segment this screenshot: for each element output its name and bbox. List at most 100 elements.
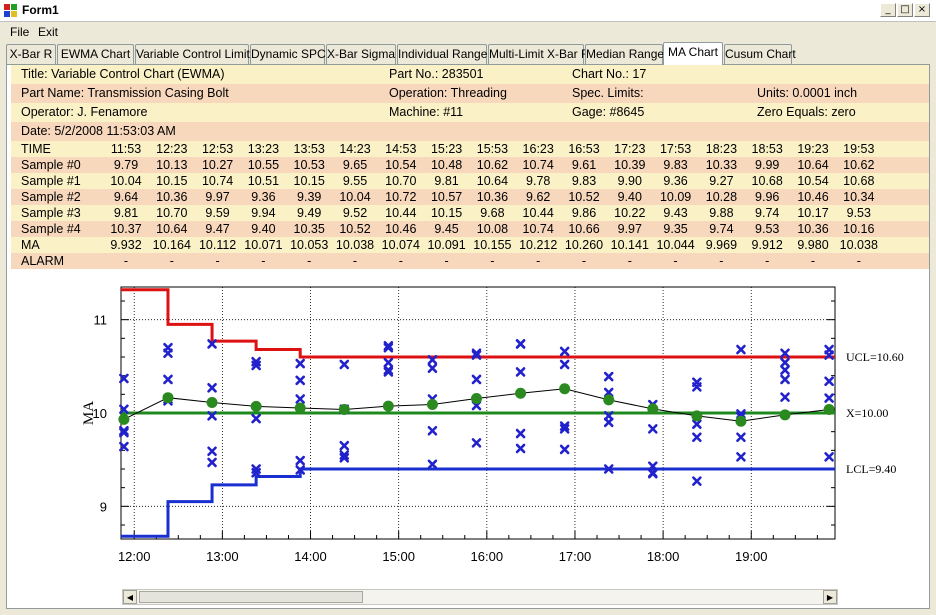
scroll-right-icon[interactable]: ▶ <box>823 590 837 604</box>
table-cell: 18:23 <box>705 142 738 156</box>
tab-xbar-sigma[interactable]: X-Bar Sigma <box>326 44 396 64</box>
table-cell: 10.091 <box>427 238 466 252</box>
minimize-icon[interactable]: _ <box>880 3 896 17</box>
sample-point <box>603 387 614 398</box>
sample-point <box>119 441 129 452</box>
table-cell: 9.27 <box>709 174 734 188</box>
tab-strip: X-Bar R EWMA Chart Variable Control Limi… <box>6 42 930 65</box>
table-cell: 12:23 <box>156 142 188 156</box>
close-icon[interactable]: × <box>914 3 930 17</box>
ma-point <box>338 403 350 415</box>
sample-point <box>339 450 350 460</box>
sample-point <box>736 432 746 443</box>
table-cell: 10.68 <box>751 174 783 188</box>
menu-file[interactable]: File <box>10 25 30 39</box>
ucl-line <box>121 288 835 359</box>
table-cell: - <box>765 254 770 268</box>
table-row-sample-1: Sample #1 10.04 10.15 10.74 10.51 10.15 9.55 10… <box>11 173 929 189</box>
table-cell: 9.65 <box>342 158 368 172</box>
lcl-annotation: LCL=9.40 <box>846 462 896 476</box>
table-cell: - <box>352 254 358 268</box>
tab-ma-chart[interactable]: MA Chart <box>663 42 723 65</box>
x-tick-label: 17:00 <box>559 549 592 564</box>
center-annotation: X=10.00 <box>846 406 888 420</box>
table-cell: 10.038 <box>839 238 878 252</box>
table-cell: 10.37 <box>110 222 142 236</box>
tab-individual-range[interactable]: Individual Range <box>397 44 487 64</box>
table-cell: 9.53 <box>846 206 871 220</box>
ma-chart: 12:00 13:00 14:00 15:00 16:00 17:00 18:00 19:00… <box>81 286 904 564</box>
sample-point <box>647 468 658 479</box>
scroll-left-icon[interactable]: ◀ <box>123 590 137 604</box>
ma-point <box>647 403 659 415</box>
part-no: Part No.: 283501 <box>389 67 484 81</box>
maximize-icon[interactable]: □ <box>897 3 913 17</box>
ma-point <box>559 383 571 395</box>
horizontal-scrollbar[interactable]: ◀ ▶ <box>122 589 838 605</box>
table-cell: 10.071 <box>244 238 283 252</box>
table-cell: 10.51 <box>247 174 280 188</box>
table-cell: 10.62 <box>843 158 875 172</box>
tab-variable-control-limits[interactable]: Variable Control Limits <box>135 44 256 64</box>
sample-point <box>647 424 658 434</box>
table-row-time: TIME 11:53 12:23 12:53 13:23 13:53 14:23 14:53 1… <box>11 141 929 157</box>
table-cell: 10.04 <box>339 190 371 204</box>
table-cell: 10.074 <box>381 238 420 252</box>
table-cell: 10.44 <box>385 206 417 220</box>
sample-point <box>119 427 129 438</box>
sample-point <box>251 413 261 424</box>
sample-point <box>471 348 482 359</box>
table-cell: 9.83 <box>663 158 688 172</box>
sample-point <box>603 417 614 428</box>
table-cell: 10.164 <box>152 238 191 252</box>
table-cell: 9.36 <box>663 174 688 188</box>
y-tick-label: 11 <box>94 313 108 328</box>
table-cell: 10.74 <box>201 174 234 188</box>
table-cell: 9.980 <box>797 238 829 252</box>
table-cell: 17:23 <box>614 142 646 156</box>
table-cell: 10.66 <box>568 222 600 236</box>
tab-median-range[interactable]: Median Range <box>585 44 664 64</box>
table-cell: 9.78 <box>526 174 551 188</box>
spec-limits: Spec. Limits: <box>572 86 644 100</box>
sample-point <box>780 357 790 368</box>
table-cell: 9.932 <box>110 238 142 252</box>
tab-multi-limit-xbar-r[interactable]: Multi-Limit X-Bar R <box>488 44 590 64</box>
sample-point <box>780 348 790 359</box>
table-cell: - <box>856 254 861 268</box>
table-cell: 9.49 <box>297 206 322 220</box>
table-cell: - <box>444 254 449 268</box>
sample-point <box>207 457 217 468</box>
menu-exit[interactable]: Exit <box>38 25 59 39</box>
tab-ewma-chart[interactable]: EWMA Chart <box>57 44 134 64</box>
sample-point <box>824 376 834 387</box>
sample-point <box>515 443 526 454</box>
row-label: TIME <box>21 142 51 156</box>
table-row-alarm: ALARM - - - - - - - - - - - - - - - - - <box>11 253 929 269</box>
sample-point <box>515 339 526 349</box>
sample-point <box>207 446 217 457</box>
table-cell: 9.36 <box>251 190 276 204</box>
scroll-thumb[interactable] <box>139 591 363 603</box>
sample-point <box>119 373 129 384</box>
table-cell: 11:53 <box>110 142 142 156</box>
table-cell: 9.88 <box>709 206 734 220</box>
table-cell: 10.36 <box>156 190 188 204</box>
table-cell: - <box>169 254 174 268</box>
tab-xbar-r[interactable]: X-Bar R <box>6 44 56 64</box>
table-cell: 10.52 <box>339 222 371 236</box>
ma-point <box>118 413 130 425</box>
table-cell: 10.141 <box>610 238 649 252</box>
tab-cusum-chart[interactable]: Cusum Chart <box>724 44 796 64</box>
lcl-line <box>121 467 835 538</box>
table-cell: 10.15 <box>293 174 325 188</box>
sample-point <box>383 357 394 368</box>
sample-point <box>471 374 482 385</box>
table-cell: 10.54 <box>797 174 829 188</box>
table-cell: 9.61 <box>571 158 597 172</box>
table-cell: 10.62 <box>476 158 509 172</box>
tab-dynamic-spc[interactable]: Dynamic SPC <box>250 44 326 64</box>
x-tick-label: 18:00 <box>647 549 680 564</box>
table-cell: 9.40 <box>251 222 276 236</box>
table-cell: 9.47 <box>205 222 230 236</box>
